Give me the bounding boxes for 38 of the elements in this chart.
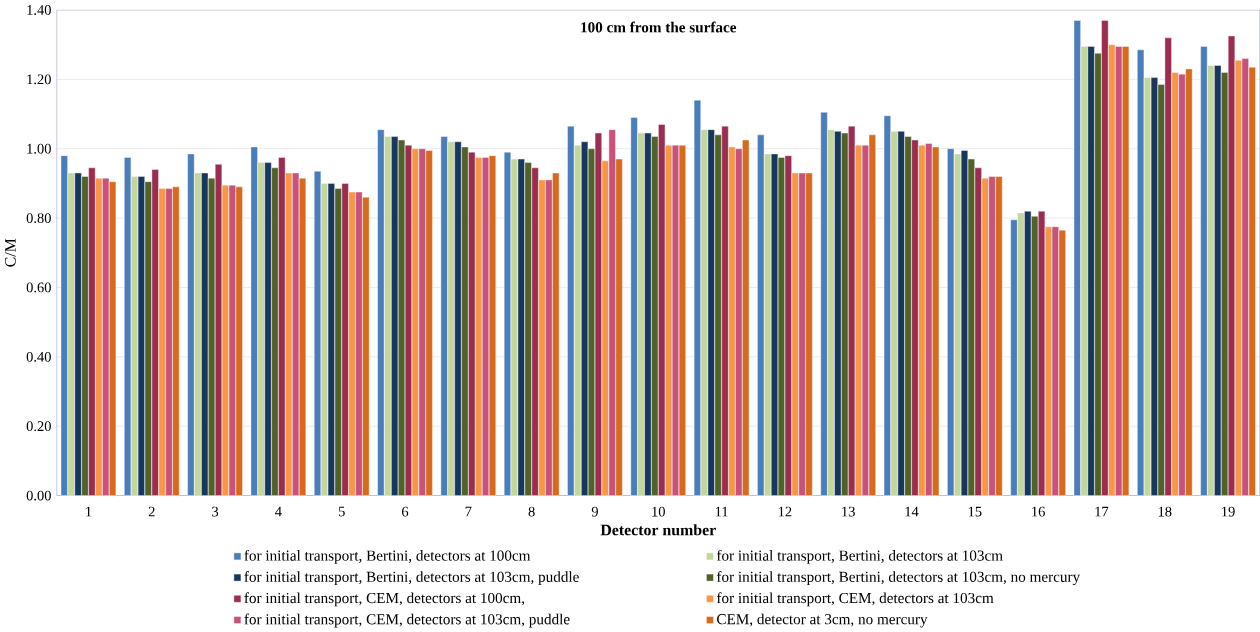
legend-label: for initial transport, Bertini, detectors at 103cm, no mercury — [716, 571, 1081, 586]
y-tick-label: 0.60 — [26, 282, 51, 293]
y-tick-label: 1.20 — [27, 74, 51, 85]
x-tick-label: 18 — [1158, 506, 1172, 517]
x-tick-label: 14 — [905, 506, 919, 517]
y-tick-label: 0.80 — [26, 213, 51, 224]
legend-label: CEM, detector at 3cm, no mercury — [717, 613, 928, 628]
x-tick-label: 11 — [715, 506, 728, 517]
x-tick-label: 19 — [1222, 506, 1235, 517]
x-tick-label: 1 — [86, 506, 92, 517]
x-tick-label: 7 — [465, 506, 472, 517]
legend-label: for initial transport, CEM, detectors at 100cm, — [244, 592, 525, 607]
x-tick-label: 16 — [1032, 506, 1045, 517]
y-tick-label: 0.40 — [26, 351, 51, 362]
x-tick-label: 5 — [338, 506, 345, 517]
legend-label: for initial transport, Bertini, detectors at 100cm — [244, 549, 531, 564]
x-tick-label: 3 — [212, 506, 219, 517]
x-tick-label: 13 — [842, 506, 855, 517]
text: 100 cm from the surface — [581, 21, 737, 33]
x-tick-label: 6 — [402, 506, 409, 517]
legend-label: for initial transport, Bertini, detectors at 103cm — [716, 549, 1003, 564]
x-tick-label: 8 — [528, 506, 535, 517]
y-tick-label: 1.40 — [27, 5, 51, 15]
x-tick-label: 2 — [148, 506, 155, 517]
x-tick-label: 12 — [778, 506, 792, 517]
x-tick-label: 15 — [968, 506, 982, 517]
y-tick-label: 1.00 — [27, 143, 51, 154]
legend-label: for initial transport, CEM, detectors at 103cm, puddle — [244, 613, 570, 628]
y-tick-label: 0.00 — [26, 490, 51, 501]
y-tick-label: 0.20 — [26, 421, 51, 432]
y-axis-title: C/M — [5, 238, 16, 267]
legend-label: for initial transport, CEM, detectors at 103cm — [716, 592, 994, 607]
x-tick-label: 17 — [1095, 506, 1109, 517]
x-tick-label: 4 — [275, 506, 282, 517]
x-axis-title: Detector number — [600, 524, 716, 536]
x-tick-label: 10 — [652, 506, 665, 517]
x-tick-label: 9 — [591, 506, 598, 517]
legend-label: for initial transport, Bertini, detectors at 103cm, puddle — [244, 571, 579, 586]
